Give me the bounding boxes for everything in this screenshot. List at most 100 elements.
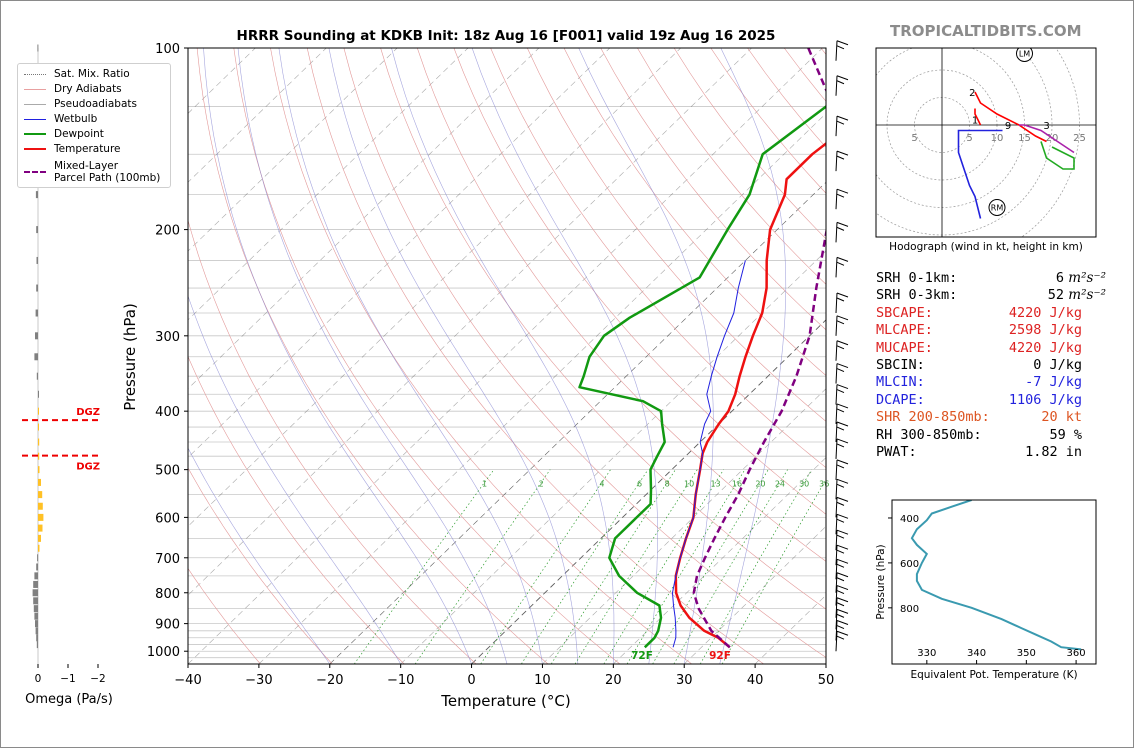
omega-bar xyxy=(36,226,38,234)
wind-barb xyxy=(835,40,849,61)
skewt-ytick-label: 300 xyxy=(155,330,180,345)
legend-label: Dry Adiabats xyxy=(54,83,122,95)
skewt-axes-frame xyxy=(187,47,827,665)
stat-value: 59 % xyxy=(1049,427,1082,443)
omega-bar xyxy=(36,256,38,264)
theta-e-ylabel: Pressure (hPa) xyxy=(875,544,887,619)
hodo-height-label: 9 xyxy=(1005,121,1011,132)
stat-label: SHR 200-850mb: xyxy=(876,409,990,426)
skewt-xtick-label: −10 xyxy=(387,673,414,688)
wind-barb-flag xyxy=(836,297,845,302)
wind-barb xyxy=(835,513,849,535)
hodo-trace xyxy=(1040,141,1075,170)
legend-item: Pseudoadiabats xyxy=(24,97,137,111)
omega-bar xyxy=(35,309,38,317)
skewt-ytick-label: 1000 xyxy=(147,645,180,660)
wind-barb xyxy=(835,620,849,641)
wind-barb xyxy=(835,384,849,405)
theta-e-xlabel: Equivalent Pot. Temperature (K) xyxy=(910,669,1077,681)
stat-row: SHR 200-850mb: 20 kt xyxy=(876,409,1106,426)
wind-barb-flag xyxy=(836,261,845,266)
wind-barb-flag xyxy=(836,193,845,198)
wind-barb-flag xyxy=(836,421,849,427)
omega-bar xyxy=(38,534,41,542)
surface-dewpoint-label: 72F xyxy=(631,650,653,662)
wind-barb-flag xyxy=(836,613,845,618)
wind-barb xyxy=(835,421,849,443)
wind-barb-flag xyxy=(836,340,849,346)
stat-value-text: 0 J/kg xyxy=(1033,357,1082,373)
legend-label: Dewpoint xyxy=(54,128,104,140)
wind-barb-flag xyxy=(836,389,845,394)
omega-bar xyxy=(35,620,38,628)
wind-barb-flag xyxy=(836,120,845,125)
stat-label: MLCAPE: xyxy=(876,322,933,339)
stat-value: 4220 J/kg xyxy=(1009,305,1082,321)
wind-barb-flag xyxy=(836,384,849,390)
theta-xtick-label: 350 xyxy=(1017,648,1036,659)
wind-barb-staff xyxy=(835,631,838,652)
omega-bar xyxy=(33,605,38,613)
omega-bar xyxy=(35,332,38,340)
wind-barb-flag xyxy=(836,464,845,469)
theta-frame xyxy=(891,499,1097,665)
omega-bar xyxy=(32,589,38,597)
stat-value: 6 m²s⁻² xyxy=(1056,270,1106,286)
wind-barb-flag xyxy=(836,368,845,373)
stat-value-text: 4220 J/kg xyxy=(1008,339,1082,356)
skewt-xtick-label: 10 xyxy=(534,673,551,688)
wind-barb-flag xyxy=(836,256,849,262)
wind-barb-flag xyxy=(836,408,845,413)
stat-value: 20 kt xyxy=(1041,409,1082,425)
omega-bar xyxy=(34,572,38,580)
pseudoadiabat xyxy=(188,295,401,664)
dry-adiabat xyxy=(270,48,692,664)
omega-bar xyxy=(38,452,40,460)
stat-unit: m²s⁻² xyxy=(1064,270,1106,286)
omega-bar xyxy=(38,466,40,474)
wind-barb-flag xyxy=(836,630,849,636)
wind-barb-staff xyxy=(835,497,838,518)
stat-label: MLCIN: xyxy=(876,374,925,391)
mixing-ratio-line xyxy=(652,469,769,664)
wind-barb-staff xyxy=(835,620,838,641)
wind-barb xyxy=(835,459,849,480)
wind-barb xyxy=(835,340,849,361)
wind-barb xyxy=(835,438,849,459)
wind-barb-staff xyxy=(835,459,838,480)
hodo-trace xyxy=(1019,124,1075,154)
wind-barb-flag xyxy=(836,534,845,539)
wind-barb xyxy=(835,75,849,96)
wind-barb-flag xyxy=(836,443,845,448)
legend-item: Sat. Mix. Ratio xyxy=(24,67,130,81)
hodo-trace xyxy=(957,129,1003,219)
hodo-rm-label: RM xyxy=(991,204,1004,213)
wind-barb-staff xyxy=(835,189,838,210)
stat-value-text: 6 xyxy=(1055,270,1065,286)
wind-barb-flag xyxy=(836,478,849,484)
omega-bar xyxy=(36,372,38,380)
stat-value-text: 4220 J/kg xyxy=(1008,304,1082,321)
mixing-ratio-label: 2 xyxy=(539,479,544,488)
stat-row: MUCAPE: 4220 J/kg xyxy=(876,340,1106,357)
omega-bar xyxy=(36,563,38,571)
mixing-ratio-line xyxy=(699,469,813,664)
theta-ytick-label: 600 xyxy=(900,559,919,570)
wind-barb xyxy=(835,188,849,210)
stat-value-text: 2598 J/kg xyxy=(1008,322,1082,339)
wind-barb-staff xyxy=(835,572,838,593)
stat-row: RH 300-850mb: 59 % xyxy=(876,427,1106,444)
wind-barb-staff xyxy=(835,384,838,405)
hodo-ring-label: 25 xyxy=(1073,133,1086,144)
wind-barb-staff xyxy=(835,315,838,336)
wind-barb-staff xyxy=(835,514,838,535)
wind-barb-staff xyxy=(835,340,838,361)
skewt-ytick-label: 700 xyxy=(155,552,180,567)
wind-barb-flag xyxy=(836,459,849,465)
skewt-ytick-label: 200 xyxy=(155,224,180,239)
skewt-xlabel: Temperature (°C) xyxy=(440,692,570,710)
legend-item: Mixed-Layer Parcel Path (100mb) xyxy=(24,158,160,186)
wind-barb-staff xyxy=(835,40,838,61)
isotherm-line xyxy=(188,48,681,527)
